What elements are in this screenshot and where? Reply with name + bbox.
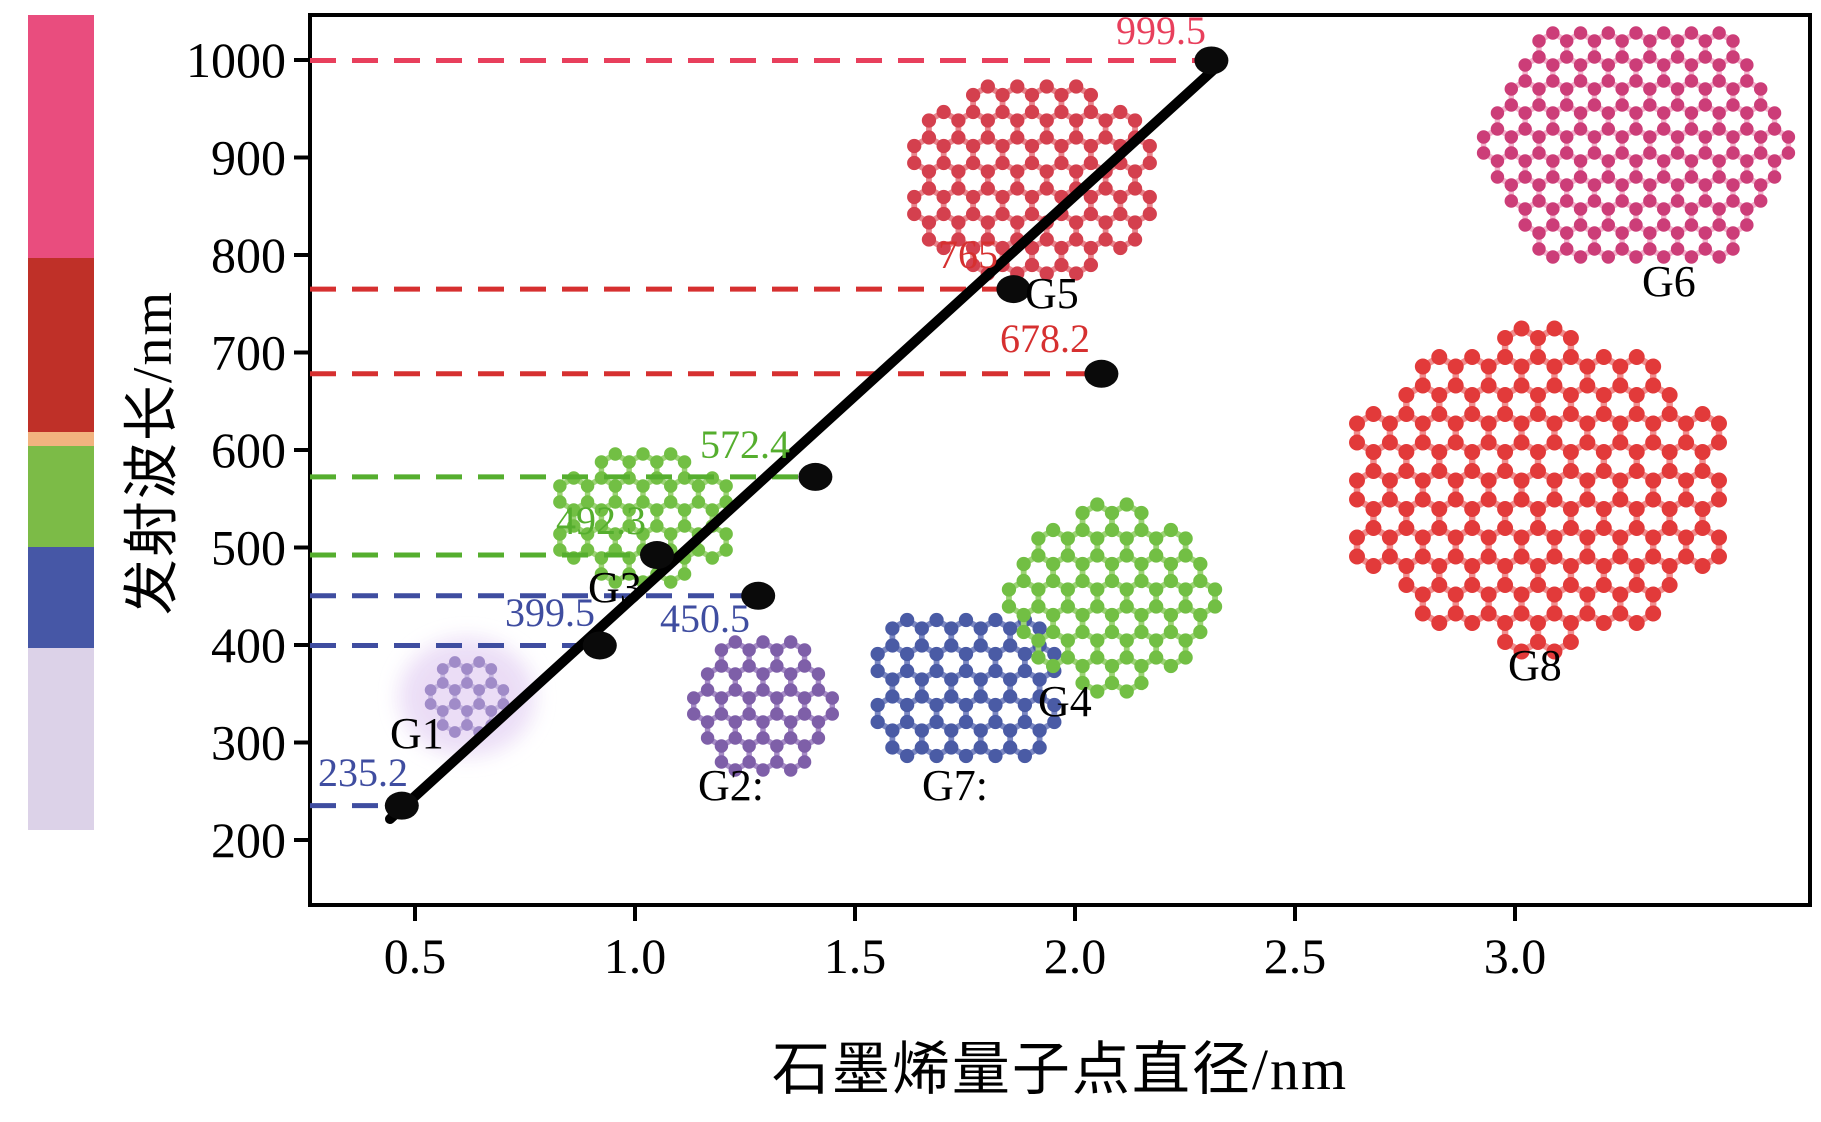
- colorbar-segment-green: [28, 446, 94, 547]
- molecule-label: G7:: [922, 761, 988, 810]
- data-point: [798, 462, 833, 491]
- molecule-label: G2:: [698, 761, 764, 810]
- colorbar-segment-lavender: [28, 648, 94, 830]
- point-value-label: 399.5: [505, 590, 595, 635]
- data-point: [996, 275, 1031, 304]
- y-tick-label: 400: [211, 617, 286, 673]
- point-value-label: 765: [938, 232, 998, 277]
- molecule-label: G4: [1038, 677, 1092, 726]
- y-tick-label: 1000: [186, 32, 286, 88]
- y-tick-label: 200: [211, 812, 286, 868]
- molecule-label: G3: [588, 563, 642, 612]
- point-value-label: 450.5: [660, 596, 750, 641]
- data-point: [384, 791, 419, 820]
- molecule-g6: [1476, 26, 1796, 264]
- x-tick-label: 0.5: [384, 928, 447, 984]
- point-value-label: 235.2: [318, 750, 408, 795]
- y-axis-label-wrap: 发射波长/nm: [100, 0, 195, 905]
- molecule-g2: [686, 635, 840, 777]
- data-point: [582, 631, 617, 660]
- data-point: [640, 541, 674, 570]
- molecule-g4: [1001, 497, 1223, 699]
- molecule-g8: [1349, 320, 1727, 660]
- x-tick-label: 1.0: [604, 928, 667, 984]
- y-tick-label: 800: [211, 227, 286, 283]
- y-tick-label: 900: [211, 130, 286, 186]
- molecule-g5: [907, 79, 1157, 281]
- point-value-label: 999.5: [1116, 8, 1206, 53]
- y-tick-label: 700: [211, 325, 286, 381]
- molecule-g7: [870, 612, 1062, 764]
- y-tick-label: 600: [211, 422, 286, 478]
- point-value-label: 492.3: [556, 498, 646, 543]
- molecule-label: G6: [1642, 257, 1696, 306]
- x-tick-label: 2.0: [1044, 928, 1107, 984]
- x-tick-label: 3.0: [1484, 928, 1547, 984]
- data-point: [1194, 46, 1229, 75]
- data-point: [1084, 359, 1119, 388]
- y-tick-label: 300: [211, 715, 286, 771]
- x-axis-label: 石墨烯量子点直径/nm: [771, 1037, 1349, 1102]
- molecule-glow: [399, 638, 535, 756]
- x-tick-label: 1.5: [824, 928, 887, 984]
- y-tick-label: 500: [211, 520, 286, 576]
- colorbar-segment-orange: [28, 432, 94, 446]
- molecule-label: G1: [390, 709, 444, 758]
- fit-line: [385, 57, 1227, 824]
- point-value-label: 572.4: [700, 422, 790, 467]
- colorbar-segment-red: [28, 258, 94, 432]
- x-tick-label: 2.5: [1264, 928, 1327, 984]
- y-axis-label: 发射波长/nm: [122, 289, 184, 616]
- colorbar-segment-magenta-pink: [28, 15, 94, 258]
- point-value-label: 678.2: [1000, 316, 1090, 361]
- data-point: [741, 581, 776, 610]
- colorbar-segment-blue: [28, 547, 94, 648]
- molecule-label: G8: [1508, 641, 1562, 690]
- molecule-label: G5: [1025, 269, 1079, 318]
- plot-frame: [308, 13, 1812, 907]
- spectrum-colorbar: [28, 15, 94, 830]
